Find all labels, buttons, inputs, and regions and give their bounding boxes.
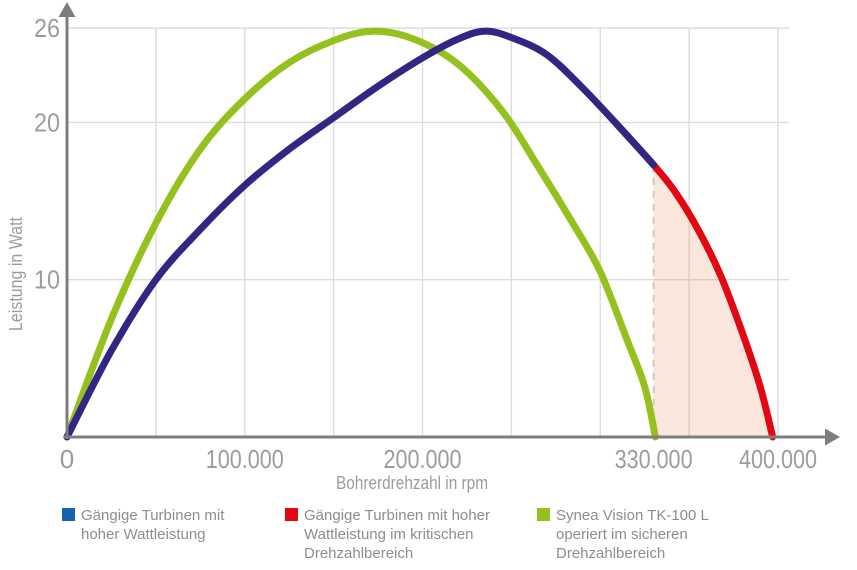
- x-tick-label: 200.000: [384, 444, 462, 474]
- y-axis-arrow-icon: [58, 2, 76, 17]
- legend-item-critical-turbines: Gängige Turbinen mit hoher Wattleistung …: [285, 506, 525, 563]
- x-axis-arrow-icon: [825, 428, 840, 446]
- legend-swatch-red: [285, 508, 298, 521]
- legend-swatch-green: [537, 508, 550, 521]
- x-axis-title: Bohrerdrehzahl in rpm: [336, 473, 488, 493]
- series-synea-curve: [63, 27, 659, 441]
- legend-label-line: Synea Vision TK-100 L: [556, 507, 709, 524]
- critical-area: [653, 164, 773, 437]
- legend-item-safe-turbines: Gängige Turbinen mit hoher Wattleistung: [62, 506, 277, 544]
- legend-label-line: Gängige Turbinen mit: [81, 507, 225, 524]
- x-tick-label: 400.000: [739, 444, 817, 474]
- legend-label-line: Drehzahlbereich: [304, 545, 414, 562]
- legend-text: Synea Vision TK-100 L operiert im sicher…: [556, 506, 709, 563]
- legend-item-synea-vision: Synea Vision TK-100 L operiert im sicher…: [537, 506, 762, 563]
- y-tick-label: 10: [34, 265, 60, 295]
- x-tick-label: 330.000: [615, 444, 693, 474]
- legend-text: Gängige Turbinen mit hoher Wattleistung: [81, 506, 224, 544]
- y-tick-label: 26: [34, 13, 60, 43]
- legend-label-line: operiert im sicheren: [556, 526, 688, 543]
- legend-label-line: Wattleistung im kritischen: [304, 526, 474, 543]
- legend-text: Gängige Turbinen mit hoher Wattleistung …: [304, 506, 490, 563]
- legend-swatch-blue: [62, 508, 75, 521]
- y-axis-title: Leistung in Watt: [6, 217, 26, 331]
- y-tick-label: 20: [34, 107, 60, 137]
- performance-chart: 26 20 10 0 100.000 200.000 330.000 400.000 Bohre…: [6, 2, 840, 493]
- legend-label-line: hoher Wattleistung: [81, 526, 206, 543]
- legend-label-line: Drehzahlbereich: [556, 545, 666, 562]
- legend-label-line: Gängige Turbinen mit hoher: [304, 507, 490, 524]
- chart-legend: Gängige Turbinen mit hoher Wattleistung …: [0, 503, 857, 570]
- x-tick-label: 0: [60, 444, 74, 474]
- x-tick-label: 100.000: [206, 444, 284, 474]
- series-safe-curve: [63, 27, 658, 441]
